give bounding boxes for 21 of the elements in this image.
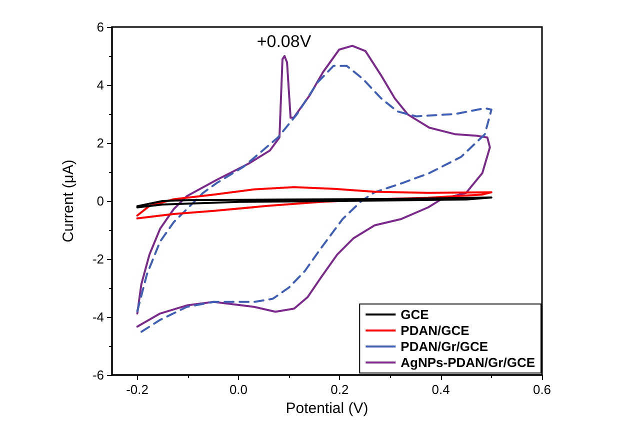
legend-label: GCE [400,307,430,322]
y-tick-label: -2 [92,252,104,266]
y-tick-label: 4 [96,78,104,92]
annotation: +0.08V [256,32,312,51]
y-tick-label: -4 [92,310,104,324]
line-series [136,196,492,208]
legend-label: AgNPs-PDAN/Gr/GCE [400,355,536,370]
x-axis-title: Potential (V) [286,400,368,417]
y-axis-title: Current (μA) [60,160,77,242]
x-tick-label: 0.4 [432,382,450,397]
y-tick-label: 6 [96,20,104,34]
y-tick-label: 2 [96,136,104,150]
y-tick-label: 0 [96,194,104,208]
legend-label: PDAN/Gr/GCE [400,339,488,354]
x-tick-label: 0.0 [229,382,248,397]
line-series [136,186,492,220]
x-tick-label: 0.6 [532,382,552,397]
legend-label: PDAN/GCE [400,323,470,338]
y-tick-label: -6 [92,368,104,382]
x-tick-label: 0.2 [330,382,349,397]
x-tick-label: -0.2 [126,382,148,397]
